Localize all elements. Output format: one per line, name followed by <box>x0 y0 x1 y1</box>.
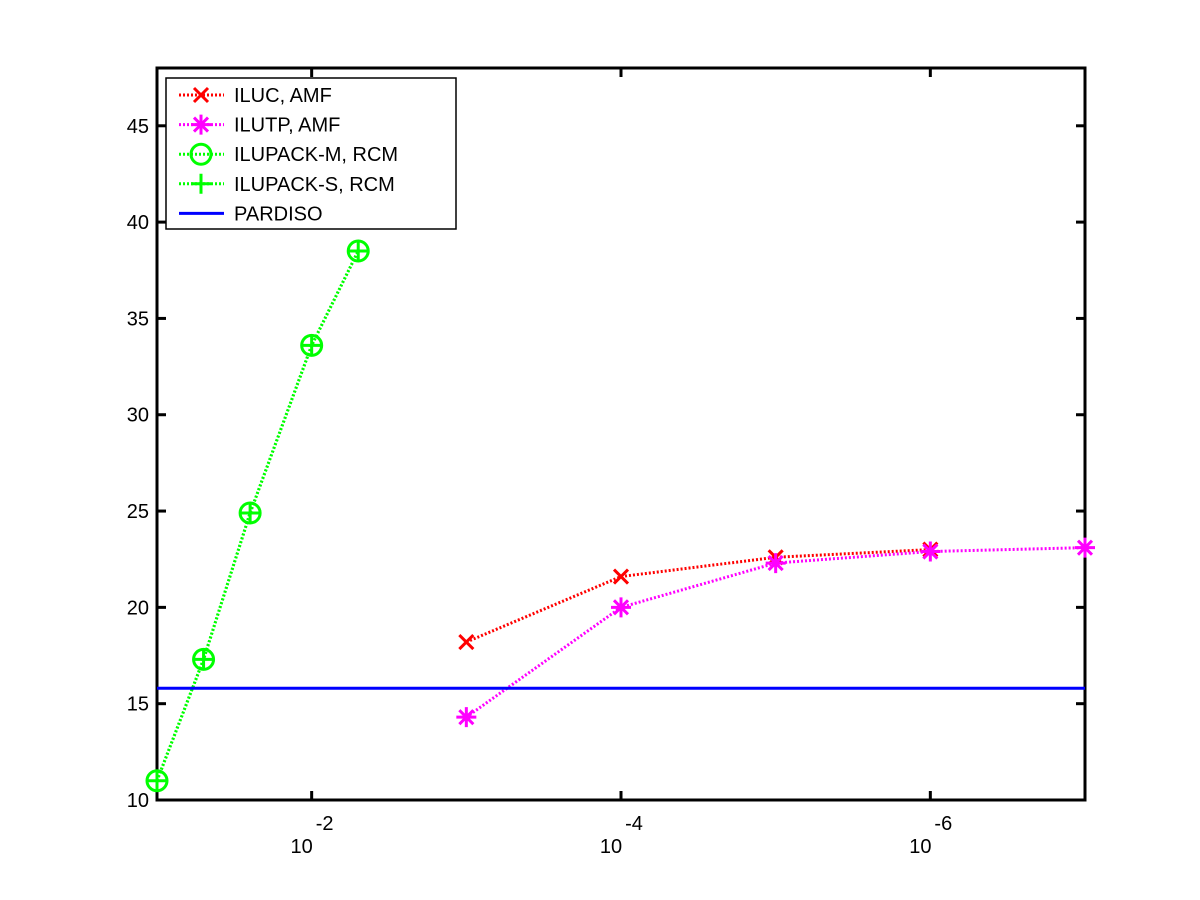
legend-marker <box>191 114 211 135</box>
y-tick-label: 30 <box>127 405 149 427</box>
legend: ILUC, AMF ILUTP, AMF ILUPACK-M, RCM ILUPACK… <box>165 77 457 230</box>
legend-label: ILUPACK-S, RCM <box>234 174 395 196</box>
data-point <box>765 553 786 574</box>
legend-marker <box>191 173 211 194</box>
data-point <box>348 241 369 261</box>
y-tick-label: 15 <box>127 694 149 716</box>
data-point <box>301 335 322 356</box>
series-layer <box>145 239 1095 793</box>
data-point <box>611 597 631 618</box>
series-3 <box>147 241 369 791</box>
series-line <box>155 250 360 782</box>
y-tick-label: 45 <box>127 116 149 138</box>
data-point <box>458 633 475 651</box>
x-tick-label-exponent: -2 <box>316 813 334 835</box>
y-tick-label: 35 <box>127 308 149 330</box>
y-tick-label: 25 <box>127 501 149 523</box>
legend-marker <box>192 86 210 104</box>
legend-label: PARDISO <box>234 203 323 225</box>
x-tick-label-exponent: -4 <box>625 813 643 835</box>
data-point <box>1075 537 1095 558</box>
x-tick-label-base: 10 <box>291 836 313 858</box>
series-line <box>465 548 931 644</box>
x-tick-label-base: 10 <box>600 836 622 858</box>
data-point <box>920 541 941 562</box>
legend-label: ILUPACK-M, RCM <box>234 144 398 166</box>
series-line <box>465 546 1086 719</box>
data-point <box>193 649 214 670</box>
y-tick-label: 10 <box>127 790 149 812</box>
legend-box <box>165 77 457 230</box>
data-point <box>612 568 630 585</box>
y-tick-label: 20 <box>127 597 149 619</box>
x-tick-label-base: 10 <box>909 836 931 858</box>
series-1 <box>456 537 1095 728</box>
legend-label: ILUC, AMF <box>234 85 332 107</box>
legend-marker <box>189 142 213 166</box>
x-tick-label-exponent: -6 <box>934 813 952 835</box>
legend-label: ILUTP, AMF <box>234 115 340 137</box>
data-point <box>456 707 477 728</box>
data-point <box>147 770 167 791</box>
data-point <box>240 502 261 523</box>
y-tick-label: 40 <box>127 212 149 234</box>
